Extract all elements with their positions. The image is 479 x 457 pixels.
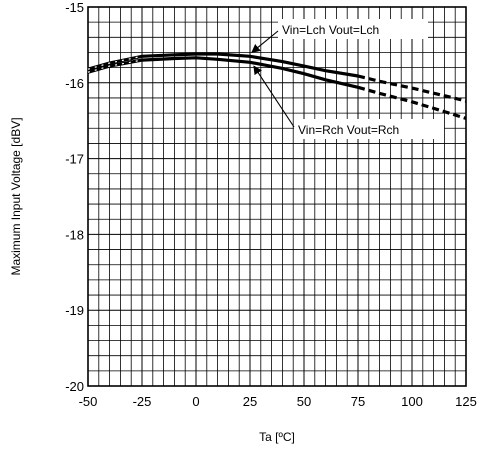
series-layer [87,52,467,120]
series-1 [87,52,467,103]
annotation-1-label: Vin=Lch Vout=Lch [282,23,379,37]
y-axis-title: Maximum Input Voltage [dBV] [9,117,23,275]
series-1-leadin-dash [87,55,143,70]
plot-frame [87,6,467,387]
x-tick-label: 100 [401,394,423,409]
annotation-2-box [294,119,444,139]
annotation-1-arrow [251,30,279,53]
annotation-2-arrow [253,65,295,128]
series-2-extrapolated-line [357,85,467,120]
annotation-layer: Vin=Lch Vout=Lch Vin=Rch Vout=Rch [251,19,444,139]
series-1-extrapolated-line [357,74,467,103]
x-tick-label: -25 [133,394,152,409]
y-tick-label: -15 [65,0,84,15]
series-1-line [87,52,359,78]
x-tick-label: 50 [297,394,311,409]
x-tick-label: 125 [455,394,477,409]
grid [87,6,467,387]
tick-labels: -50 -25 0 25 50 75 100 125 -20 -19 -18 -17 -16 -15 [65,0,477,409]
x-tick-label: 75 [351,394,365,409]
y-tick-label: -18 [65,227,84,242]
y-tick-label: -20 [65,379,84,394]
x-tick-label: 25 [243,394,257,409]
annotation-2-label: Vin=Rch Vout=Rch [298,123,399,137]
series-2 [87,56,467,120]
y-tick-label: -17 [65,152,84,167]
x-tick-label: 0 [192,394,199,409]
y-tick-label: -16 [65,76,84,91]
annotation-1: Vin=Lch Vout=Lch [251,19,428,53]
series-2-line [87,56,359,89]
series-2-leadin-dash [87,59,143,73]
annotation-1-box [278,19,428,39]
y-tick-label: -19 [65,303,84,318]
annotation-2: Vin=Rch Vout=Rch [253,65,444,139]
x-axis-title: Ta [ºC] [259,430,295,444]
x-tick-label: -50 [79,394,98,409]
